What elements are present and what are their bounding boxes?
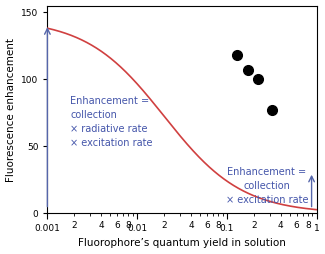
Y-axis label: Fluorescence enhancement: Fluorescence enhancement — [6, 38, 16, 182]
Text: Enhancement =
collection
× radiative rate
× excitation rate: Enhancement = collection × radiative rat… — [70, 96, 153, 148]
Text: Enhancement =
collection
× excitation rate: Enhancement = collection × excitation ra… — [226, 167, 308, 205]
X-axis label: Fluorophore’s quantum yield in solution: Fluorophore’s quantum yield in solution — [78, 239, 286, 248]
